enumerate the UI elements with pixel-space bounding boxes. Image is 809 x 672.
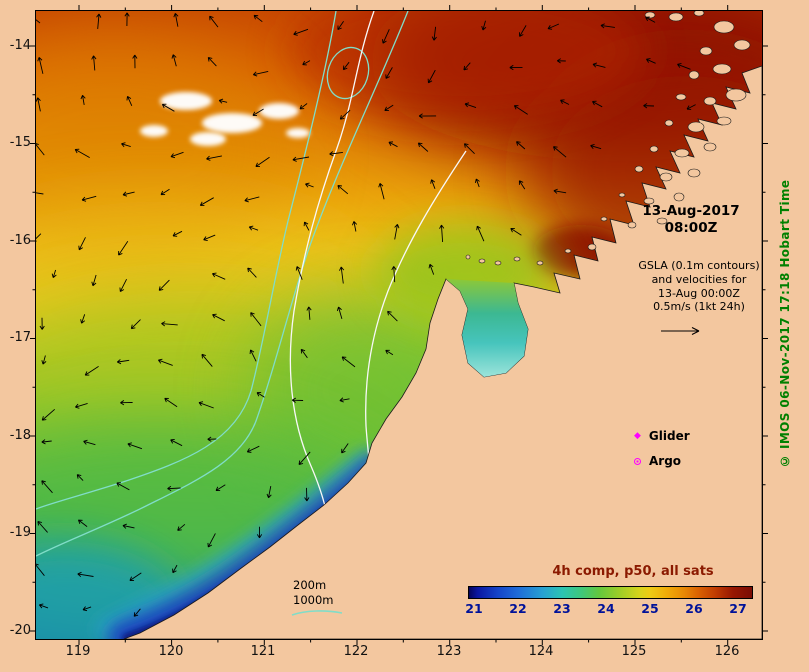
x-tick-label: 120	[158, 644, 184, 659]
x-tick-label: 126	[714, 644, 740, 659]
axis-ticks	[30, 5, 768, 645]
y-tick-label: -20	[9, 623, 31, 638]
archipelago-islands	[465, 11, 751, 266]
depth-contour-line-sample	[291, 610, 343, 616]
x-tick-label: 121	[250, 644, 276, 659]
colorbar-tick: 25	[641, 601, 659, 616]
x-tick-label: 125	[621, 644, 647, 659]
colorbar-tick: 21	[465, 601, 483, 616]
y-tick-label: -14	[9, 38, 31, 53]
argo-circle-icon	[634, 457, 641, 465]
velocity-vectors	[36, 12, 696, 617]
cloud-gaps	[140, 92, 310, 146]
y-tick-label: -16	[9, 233, 31, 248]
attribution: © IMOS 06-Nov-2017 17:18 Hobart Time	[778, 179, 792, 469]
y-tick-label: -18	[9, 428, 31, 443]
velocity-scale-arrow	[661, 327, 700, 335]
colorbar-tick: 22	[509, 601, 527, 616]
glider-legend-item: ◆ Glider	[634, 429, 690, 443]
y-tick-label: -17	[9, 330, 31, 345]
sst-colorbar	[468, 586, 753, 599]
colorbar-tick: 23	[553, 601, 571, 616]
argo-label: Argo	[649, 454, 682, 468]
map-plot	[30, 5, 768, 645]
y-tick-label: -15	[9, 135, 31, 150]
colorbar-tick: 27	[729, 601, 747, 616]
glider-label: Glider	[648, 429, 690, 443]
colorbar-tick: 26	[685, 601, 703, 616]
x-tick-label: 124	[528, 644, 554, 659]
colorbar-tick: 24	[597, 601, 615, 616]
sst-map-image	[30, 5, 768, 645]
x-tick-label: 122	[343, 644, 369, 659]
x-tick-label: 123	[436, 644, 462, 659]
argo-legend-item: Argo	[634, 454, 681, 468]
x-tick-label: 119	[65, 644, 91, 659]
glider-diamond-icon: ◆	[634, 430, 641, 441]
king-sound-water	[446, 279, 528, 377]
depth-contours	[36, 11, 409, 557]
y-tick-label: -19	[9, 525, 31, 540]
